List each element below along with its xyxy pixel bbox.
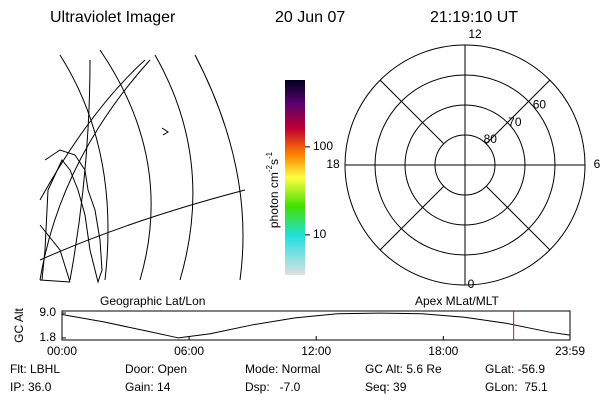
status-field: Seq: 39: [365, 380, 407, 394]
y-tick-label: 1.8: [39, 330, 56, 344]
x-tick-label: 18:00: [428, 344, 458, 358]
polar-lat-label: 70: [508, 115, 522, 129]
status-field: Door: Open: [125, 362, 187, 376]
polar-label: Apex MLat/MLT: [415, 294, 499, 308]
date: 20 Jun 07: [275, 9, 345, 26]
colorbar-tick-label: 100: [313, 139, 333, 153]
status-field: GC Alt: 5.6 Re: [365, 362, 442, 376]
status-field: Gain: 14: [125, 380, 171, 394]
title: Ultraviolet Imager: [50, 9, 176, 26]
y-axis-label: GC Alt: [12, 308, 26, 343]
status-field: GLat: -56.9: [485, 362, 545, 376]
status-field: Dsp: -7.0: [245, 380, 301, 394]
polar-diagonal: [485, 79, 551, 145]
x-tick-label: 00:00: [47, 344, 77, 358]
polar-ring: [404, 104, 526, 226]
status-field: GLon: 75.1: [485, 380, 548, 394]
polar-hour-label: 12: [468, 27, 482, 41]
map: [39, 49, 246, 284]
polar-lat-label: 80: [484, 132, 498, 146]
y-tick-label: 9.0: [39, 305, 56, 319]
x-tick-label: 06:00: [174, 344, 204, 358]
colorbar-label: photon cm-2s-1: [265, 151, 281, 228]
status-field: IP: 36.0: [10, 380, 52, 394]
time: 21:19:10 UT: [430, 9, 518, 26]
x-tick-label: 12:00: [301, 344, 331, 358]
polar-diagonal: [379, 79, 445, 145]
map-label: Geographic Lat/Lon: [100, 294, 205, 308]
plot-frame: [61, 310, 571, 341]
polar-hour-label: 0: [468, 277, 475, 291]
polar-diagonal: [379, 185, 445, 251]
polar-ring: [374, 74, 556, 256]
polar-ring: [434, 134, 496, 196]
x-tick-label: 23:59: [555, 344, 585, 358]
colorbar-tick-label: 10: [313, 227, 327, 241]
altitude-line: [61, 312, 571, 339]
polar-hour-label: 18: [326, 157, 340, 171]
polar-lat-label: 60: [533, 98, 547, 112]
polar-diagonal: [485, 185, 551, 251]
status-field: Flt: LBHL: [10, 362, 60, 376]
colorbar: [285, 80, 305, 275]
status-field: Mode: Normal: [245, 362, 320, 376]
polar-hour-label: 6: [594, 157, 600, 171]
